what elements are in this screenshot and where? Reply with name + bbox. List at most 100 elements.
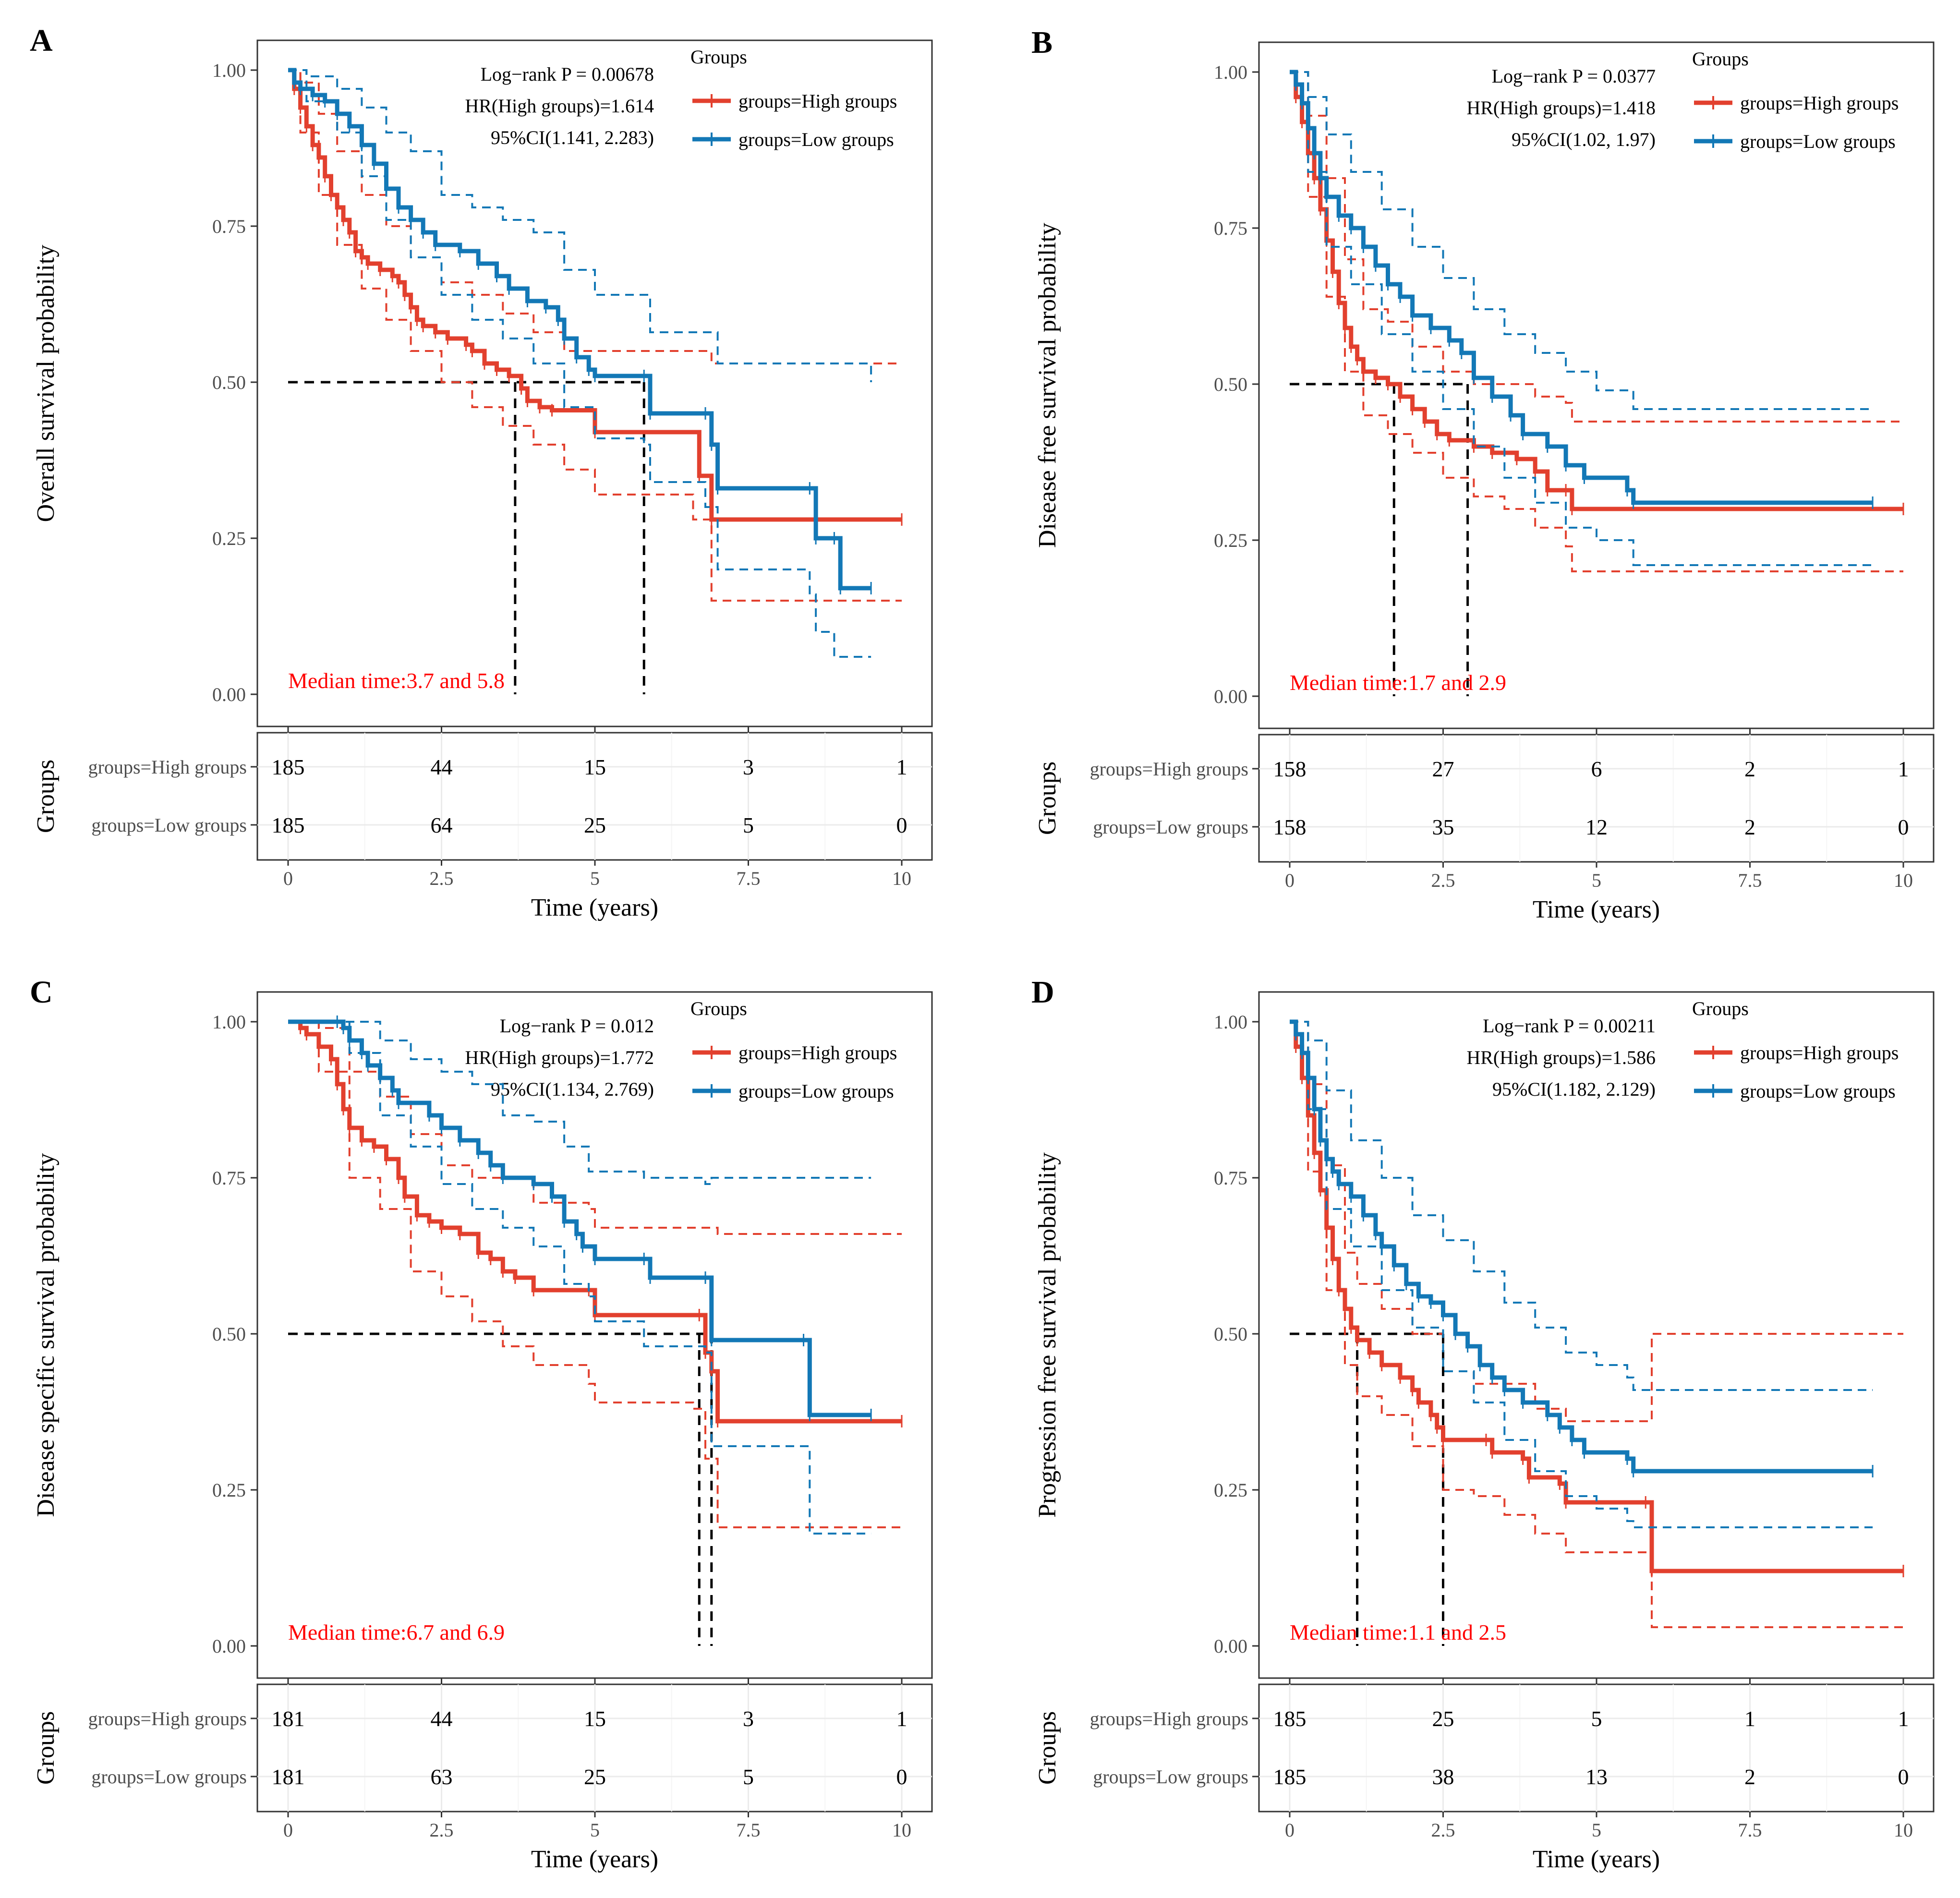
median-time-label: Median time:6.7 and 6.9 [288, 1620, 505, 1644]
legend-label-low: groups=Low groups [1740, 131, 1896, 152]
risk-row-label-low: groups=Low groups [91, 1766, 247, 1788]
risk-count: 185 [272, 813, 305, 837]
risk-count: 3 [743, 1706, 754, 1731]
x-tick-label: 7.5 [1738, 1819, 1762, 1841]
risk-count: 0 [1898, 1765, 1909, 1789]
legend-label-high: groups=High groups [1740, 1042, 1899, 1064]
stats-line: 95%CI(1.141, 2.283) [491, 127, 654, 148]
y-axis-label: Overall survival probability [32, 245, 60, 522]
legend-title: Groups [690, 46, 747, 68]
x-tick-label: 10 [892, 868, 911, 889]
legend-label-high: groups=High groups [738, 1042, 897, 1064]
risk-count: 13 [1585, 1765, 1608, 1789]
risk-count: 158 [1273, 757, 1307, 781]
x-tick-label: 2.5 [430, 868, 454, 889]
risk-count: 158 [1273, 815, 1307, 839]
median-time-label: Median time:1.7 and 2.9 [1290, 670, 1506, 695]
risk-count: 1 [1898, 757, 1909, 781]
ci-upper-high [288, 1021, 902, 1235]
y-tick-label: 0.00 [212, 684, 246, 705]
panel-letter: B [1031, 25, 1053, 60]
x-tick-label: 0 [1285, 1819, 1295, 1841]
stats-line: HR(High groups)=1.772 [465, 1047, 654, 1068]
risk-count: 44 [431, 755, 453, 779]
stats-line: Log−rank P = 0.00211 [1483, 1015, 1656, 1037]
risk-count: 5 [1591, 1706, 1602, 1731]
ci-lower-high [1290, 71, 1903, 572]
x-tick-label: 2.5 [430, 1819, 454, 1841]
risk-table-groups-label: Groups [32, 1711, 60, 1785]
risk-row-label-high: groups=High groups [1090, 1708, 1248, 1729]
chart-panel-a: A 0.00 0.25 0.50 0.75 1.00 Overall survival pr… [30, 23, 933, 921]
y-tick-label: 1.00 [212, 60, 246, 81]
risk-count: 2 [1744, 815, 1755, 839]
risk-count: 0 [1898, 815, 1909, 839]
x-tick-label: 10 [1894, 1819, 1913, 1841]
risk-count: 1 [1898, 1706, 1909, 1731]
risk-table-groups-label: Groups [32, 760, 60, 833]
median-time-label: Median time:3.7 and 5.8 [288, 668, 505, 693]
y-tick-label: 0.75 [212, 1167, 246, 1189]
ci-lower-low [288, 1021, 871, 1535]
y-tick-label: 0.25 [1214, 530, 1247, 551]
risk-row-label-high: groups=High groups [88, 756, 247, 778]
risk-row-label-low: groups=Low groups [1093, 1766, 1248, 1788]
risk-count: 185 [1273, 1765, 1307, 1789]
risk-count: 2 [1744, 1765, 1755, 1789]
y-tick-label: 0.00 [1214, 686, 1247, 707]
y-tick-label: 1.00 [1214, 61, 1247, 83]
legend-title: Groups [690, 998, 747, 1019]
risk-count: 2 [1744, 757, 1755, 781]
x-axis-label: Time (years) [531, 894, 658, 921]
y-axis-label: Disease specific survival probability [32, 1153, 60, 1517]
y-tick-label: 0.25 [212, 1479, 246, 1501]
legend-label-low: groups=Low groups [738, 1080, 894, 1102]
legend-title: Groups [1692, 998, 1749, 1019]
ci-upper-high [1290, 71, 1903, 423]
x-axis-label: Time (years) [1533, 896, 1660, 923]
panel-letter: D [1031, 975, 1054, 1010]
risk-count: 63 [431, 1765, 453, 1789]
x-tick-label: 7.5 [737, 868, 761, 889]
risk-count: 25 [584, 813, 606, 837]
risk-row-label-high: groups=High groups [1090, 758, 1248, 780]
risk-table-groups-label: Groups [1034, 762, 1061, 835]
legend-label-high: groups=High groups [738, 90, 897, 112]
y-tick-label: 0.75 [1214, 1167, 1247, 1189]
x-tick-label: 5 [1592, 870, 1601, 891]
chart-panel-b: B 0.00 0.25 0.50 0.75 1.00 Disease free surviv… [1031, 25, 1935, 923]
stats-line: Log−rank P = 0.012 [500, 1015, 654, 1037]
survival-curve-high [288, 1019, 902, 1424]
y-tick-label: 0.00 [1214, 1635, 1247, 1657]
x-tick-label: 0 [283, 868, 293, 889]
y-tick-label: 1.00 [1214, 1011, 1247, 1033]
risk-count: 1 [896, 755, 907, 779]
risk-count: 27 [1432, 757, 1454, 781]
survival-curve-low [1290, 70, 1873, 505]
stats-line: 95%CI(1.02, 1.97) [1512, 129, 1656, 150]
stats-line: 95%CI(1.134, 2.769) [491, 1078, 654, 1100]
risk-count: 44 [431, 1706, 453, 1731]
risk-count: 185 [272, 755, 305, 779]
stats-line: Log−rank P = 0.0377 [1492, 65, 1656, 87]
x-tick-label: 0 [283, 1819, 293, 1841]
x-tick-label: 7.5 [737, 1819, 761, 1841]
ci-upper-low [288, 1021, 871, 1185]
survival-curve-high [1290, 1019, 1903, 1573]
x-tick-label: 10 [1894, 870, 1913, 891]
risk-count: 64 [431, 813, 453, 837]
risk-count: 25 [1432, 1706, 1454, 1731]
x-tick-label: 2.5 [1431, 1819, 1455, 1841]
y-tick-label: 0.50 [1214, 374, 1247, 395]
risk-count: 1 [1744, 1706, 1755, 1731]
risk-count: 12 [1585, 815, 1608, 839]
risk-count: 181 [272, 1765, 305, 1789]
panel-letter: C [30, 975, 53, 1010]
risk-count: 35 [1432, 815, 1454, 839]
legend-label-low: groups=Low groups [1740, 1080, 1896, 1102]
chart-panel-c: C 0.00 0.25 0.50 0.75 1.00 Disease specific su… [30, 975, 933, 1873]
stats-line: Log−rank P = 0.00678 [481, 63, 654, 85]
risk-count: 3 [743, 755, 754, 779]
ci-upper-low [1290, 1021, 1873, 1391]
